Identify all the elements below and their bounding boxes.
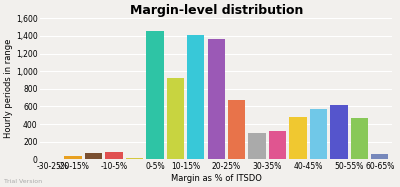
Bar [289, 117, 307, 159]
X-axis label: Margin as % of ITSDO: Margin as % of ITSDO [171, 174, 262, 183]
Bar [228, 100, 245, 159]
Bar [248, 133, 266, 159]
Bar [208, 39, 225, 159]
Bar [187, 35, 204, 159]
Bar [126, 158, 143, 159]
Bar [330, 105, 348, 159]
Title: Margin-level distribution: Margin-level distribution [130, 4, 303, 17]
Bar [64, 156, 82, 159]
Text: Trial Version: Trial Version [4, 179, 42, 184]
Bar [85, 153, 102, 159]
Bar [167, 78, 184, 159]
Bar [146, 31, 164, 159]
Bar [371, 154, 388, 159]
Bar [350, 118, 368, 159]
Bar [105, 152, 123, 159]
Y-axis label: Hourly periods in range: Hourly periods in range [4, 39, 13, 139]
Bar [269, 131, 286, 159]
Bar [310, 109, 327, 159]
